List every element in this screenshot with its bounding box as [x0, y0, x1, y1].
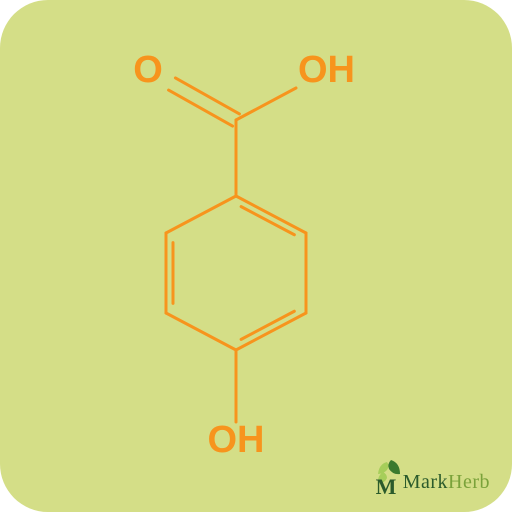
svg-text:OH: OH — [208, 419, 265, 461]
logo-text-suffix: Herb — [448, 471, 490, 493]
brand-logo: M MarkHerb — [373, 458, 490, 494]
svg-text:OH: OH — [298, 49, 355, 91]
logo-text-prefix: Mark — [403, 471, 448, 493]
svg-text:M: M — [375, 474, 396, 498]
svg-text:O: O — [133, 49, 163, 91]
diagram-card: O OH OH M MarkHerb — [0, 0, 512, 512]
molecule-diagram: O OH OH — [0, 0, 512, 512]
logo-text: MarkHerb — [403, 471, 490, 494]
logo-mark: M — [373, 458, 403, 494]
